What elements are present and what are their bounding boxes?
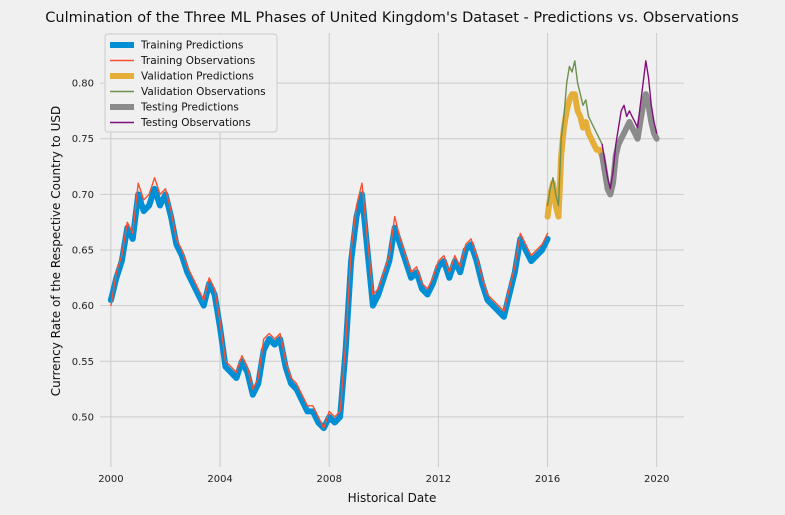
x-tick-label: 2012: [426, 474, 451, 485]
series-lines: [107, 60, 660, 432]
legend-label-testing-observations: Testing Observations: [140, 117, 251, 129]
legend-label-training-predictions: Training Predictions: [140, 40, 243, 52]
y-tick-label: 0.60: [72, 301, 94, 312]
y-tick-label: 0.75: [72, 134, 94, 145]
x-axis-label: Historical Date: [348, 491, 437, 505]
series-line-validation-observations: [546, 60, 603, 207]
series-line-training-predictions: [107, 185, 551, 432]
x-tick-label: 2020: [644, 474, 669, 485]
y-axis-label: Currency Rate of the Respective Country …: [49, 106, 63, 396]
x-tick-label: 2008: [317, 474, 342, 485]
y-tick-label: 0.50: [72, 412, 94, 423]
chart-title: Culmination of the Three ML Phases of Un…: [45, 10, 739, 26]
legend-label-testing-predictions: Testing Predictions: [140, 102, 239, 114]
legend-frame: [104, 33, 278, 133]
legend-label-validation-observations: Validation Observations: [141, 86, 266, 98]
tick-labels: 2000 2004 2008 2012 2016 2020 0.50 0.55 0.60 0.65…: [72, 79, 670, 485]
x-tick-label: 2000: [98, 474, 123, 485]
series-line-testing-observations: [601, 60, 658, 190]
x-tick-label: 2016: [535, 474, 560, 485]
legend-label-validation-predictions: Validation Predictions: [141, 71, 254, 83]
series-line-testing-predictions: [599, 91, 660, 198]
legend: Training Predictions Training Observation…: [104, 33, 278, 133]
series-line-validation-predictions: [544, 91, 606, 220]
legend-label-training-observations: Training Observations: [140, 55, 255, 67]
y-tick-label: 0.65: [72, 246, 94, 257]
y-tick-label: 0.80: [72, 79, 94, 90]
series-line-training-observations: [110, 176, 549, 429]
x-tick-label: 2004: [207, 474, 232, 485]
y-tick-label: 0.55: [72, 357, 94, 368]
y-tick-label: 0.70: [72, 190, 94, 201]
